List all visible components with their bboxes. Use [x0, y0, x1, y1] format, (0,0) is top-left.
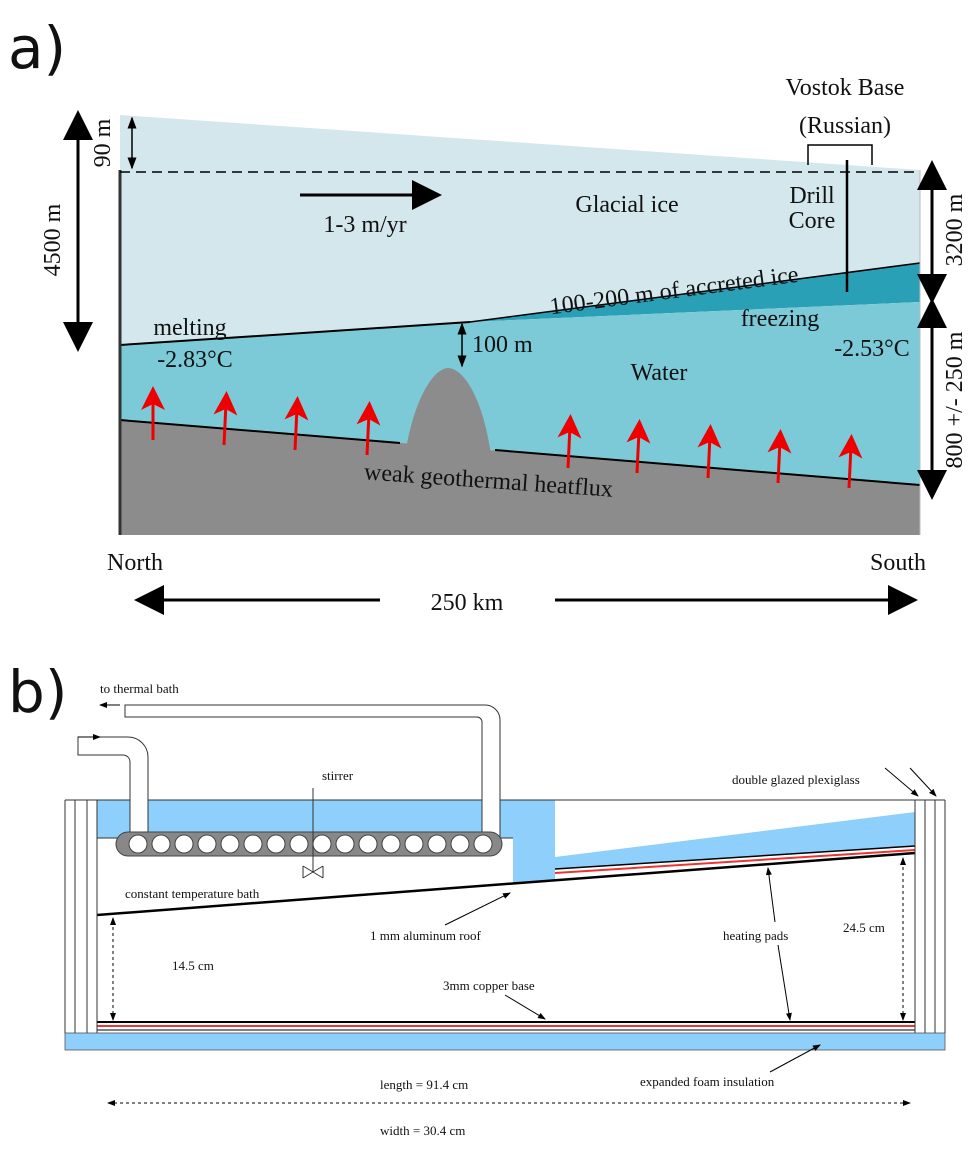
dimension-label: width = 30.4 cm: [380, 1123, 465, 1138]
annotation: heating pads: [723, 928, 788, 943]
dimension-label: 24.5 cm: [843, 920, 885, 935]
accreted-top: [469, 262, 921, 323]
lake-floor: [119, 419, 401, 444]
panel-label: a): [8, 14, 66, 82]
annotation: stirrer: [322, 768, 354, 783]
dimension-label: 3200 m: [942, 193, 968, 266]
region-label: melting: [153, 315, 226, 341]
annotation-arrows: [78, 702, 937, 1106]
ridge: [399, 368, 496, 535]
annotation: double glazed plexiglass: [732, 772, 860, 787]
drill-label: Drill: [789, 183, 835, 209]
annotation: expanded foam insulation: [640, 1074, 775, 1089]
column-water: [513, 800, 555, 884]
region-label: Water: [631, 360, 688, 386]
ice-base: [119, 321, 471, 346]
bedrock: [120, 420, 920, 535]
panel-a: a) Vostok Base (Russian) 90 m 4500 m 1-3…: [8, 14, 968, 616]
direction-label: South: [870, 550, 926, 576]
annotation: constant temperature bath: [125, 886, 260, 901]
panel-label: b): [8, 658, 67, 726]
dimension-label: 800 +/- 250 m: [942, 331, 968, 468]
pipes: [77, 704, 501, 847]
temperature: -2.53°C: [834, 336, 910, 362]
drill-label: Core: [789, 208, 836, 234]
dimension-label: 4500 m: [40, 203, 66, 276]
temperature: -2.83°C: [157, 347, 233, 373]
dimension-label: 14.5 cm: [172, 958, 214, 973]
dimension-arrows: [63, 110, 947, 615]
heat-arrows: [141, 386, 863, 489]
channel-water: [555, 812, 915, 869]
station-bracket: [807, 144, 873, 165]
span-label: 250 km: [431, 590, 504, 616]
flow-rate: 1-3 m/yr: [323, 212, 406, 238]
region-label: Glacial ice: [575, 192, 678, 218]
direction-label: North: [107, 550, 163, 576]
annotation: to thermal bath: [100, 681, 179, 696]
roof: [96, 851, 916, 917]
heating-pad: [554, 845, 916, 870]
dimension-label: 100 m: [472, 332, 533, 358]
panel-b: b) to thermal bath stirrer double glazed…: [8, 658, 946, 1138]
dimension-label: length = 91.4 cm: [380, 1077, 468, 1092]
annotation: 1 mm aluminum roof: [370, 928, 482, 943]
station-name: Vostok Base: [786, 75, 905, 101]
foam: [64, 1032, 946, 1051]
heating-pad: [554, 849, 916, 874]
dimension-label: 90 m: [90, 118, 116, 167]
stirrer-blade: [302, 865, 324, 879]
station-name: (Russian): [799, 113, 891, 139]
coil-loops: [128, 834, 493, 854]
region-label: freezing: [741, 306, 820, 332]
annotation: 3mm copper base: [443, 978, 535, 993]
